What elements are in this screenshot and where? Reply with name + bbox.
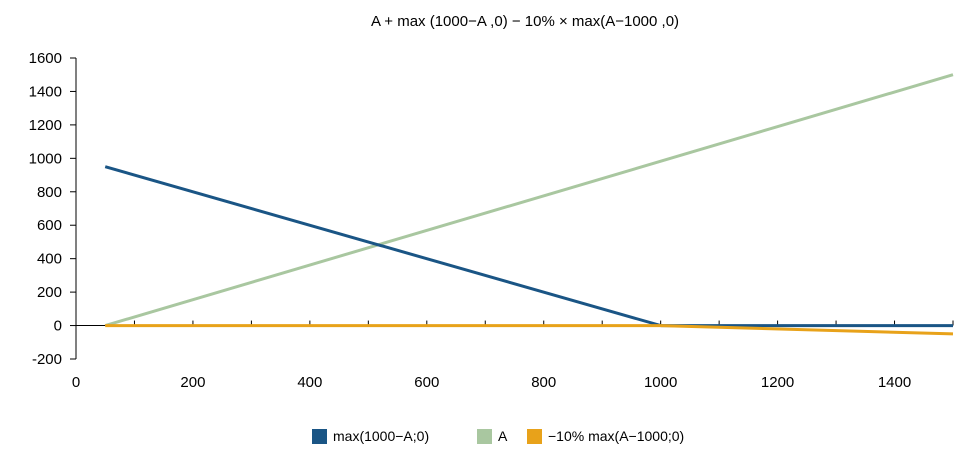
- series-line: [104, 165, 953, 328]
- legend-label: −10% max(A−1000;0): [548, 428, 684, 444]
- series-line: [105, 324, 954, 336]
- y-tick-label: -200: [32, 351, 62, 368]
- series-line: [104, 73, 954, 328]
- y-tick-label: 200: [37, 284, 62, 301]
- y-tick-label: 400: [37, 251, 62, 268]
- legend-label: A: [498, 428, 508, 444]
- x-tick-label: 1200: [761, 374, 794, 391]
- legend-swatch: [477, 429, 492, 444]
- y-tick-label: 1600: [29, 50, 62, 67]
- y-tick-label: 0: [54, 318, 62, 335]
- x-tick-label: 1000: [644, 374, 677, 391]
- y-tick-label: 1000: [29, 150, 62, 167]
- x-tick-label: 400: [297, 374, 322, 391]
- y-tick-label: 800: [37, 184, 62, 201]
- axes: -200 0 200 400 600 800 1000 1200 1400 1600 0 200 400…: [29, 50, 954, 391]
- legend: max(1000−A;0) A −10% max(A−1000;0): [312, 428, 684, 444]
- x-tick-label: 0: [72, 374, 80, 391]
- x-tick-label: 600: [414, 374, 439, 391]
- legend-swatch: [527, 429, 542, 444]
- legend-label: max(1000−A;0): [333, 428, 429, 444]
- x-tick-label: 200: [180, 374, 205, 391]
- chart-title: A + max (1000−A ,0) − 10% × max(A−1000 ,…: [371, 13, 679, 30]
- x-tick-label: 1400: [878, 374, 911, 391]
- y-tick-label: 1400: [29, 83, 62, 100]
- legend-swatch: [312, 429, 327, 444]
- x-tick-label: 800: [531, 374, 556, 391]
- series-lines: [104, 73, 954, 336]
- y-tick-label: 1200: [29, 117, 62, 134]
- y-tick-label: 600: [37, 217, 62, 234]
